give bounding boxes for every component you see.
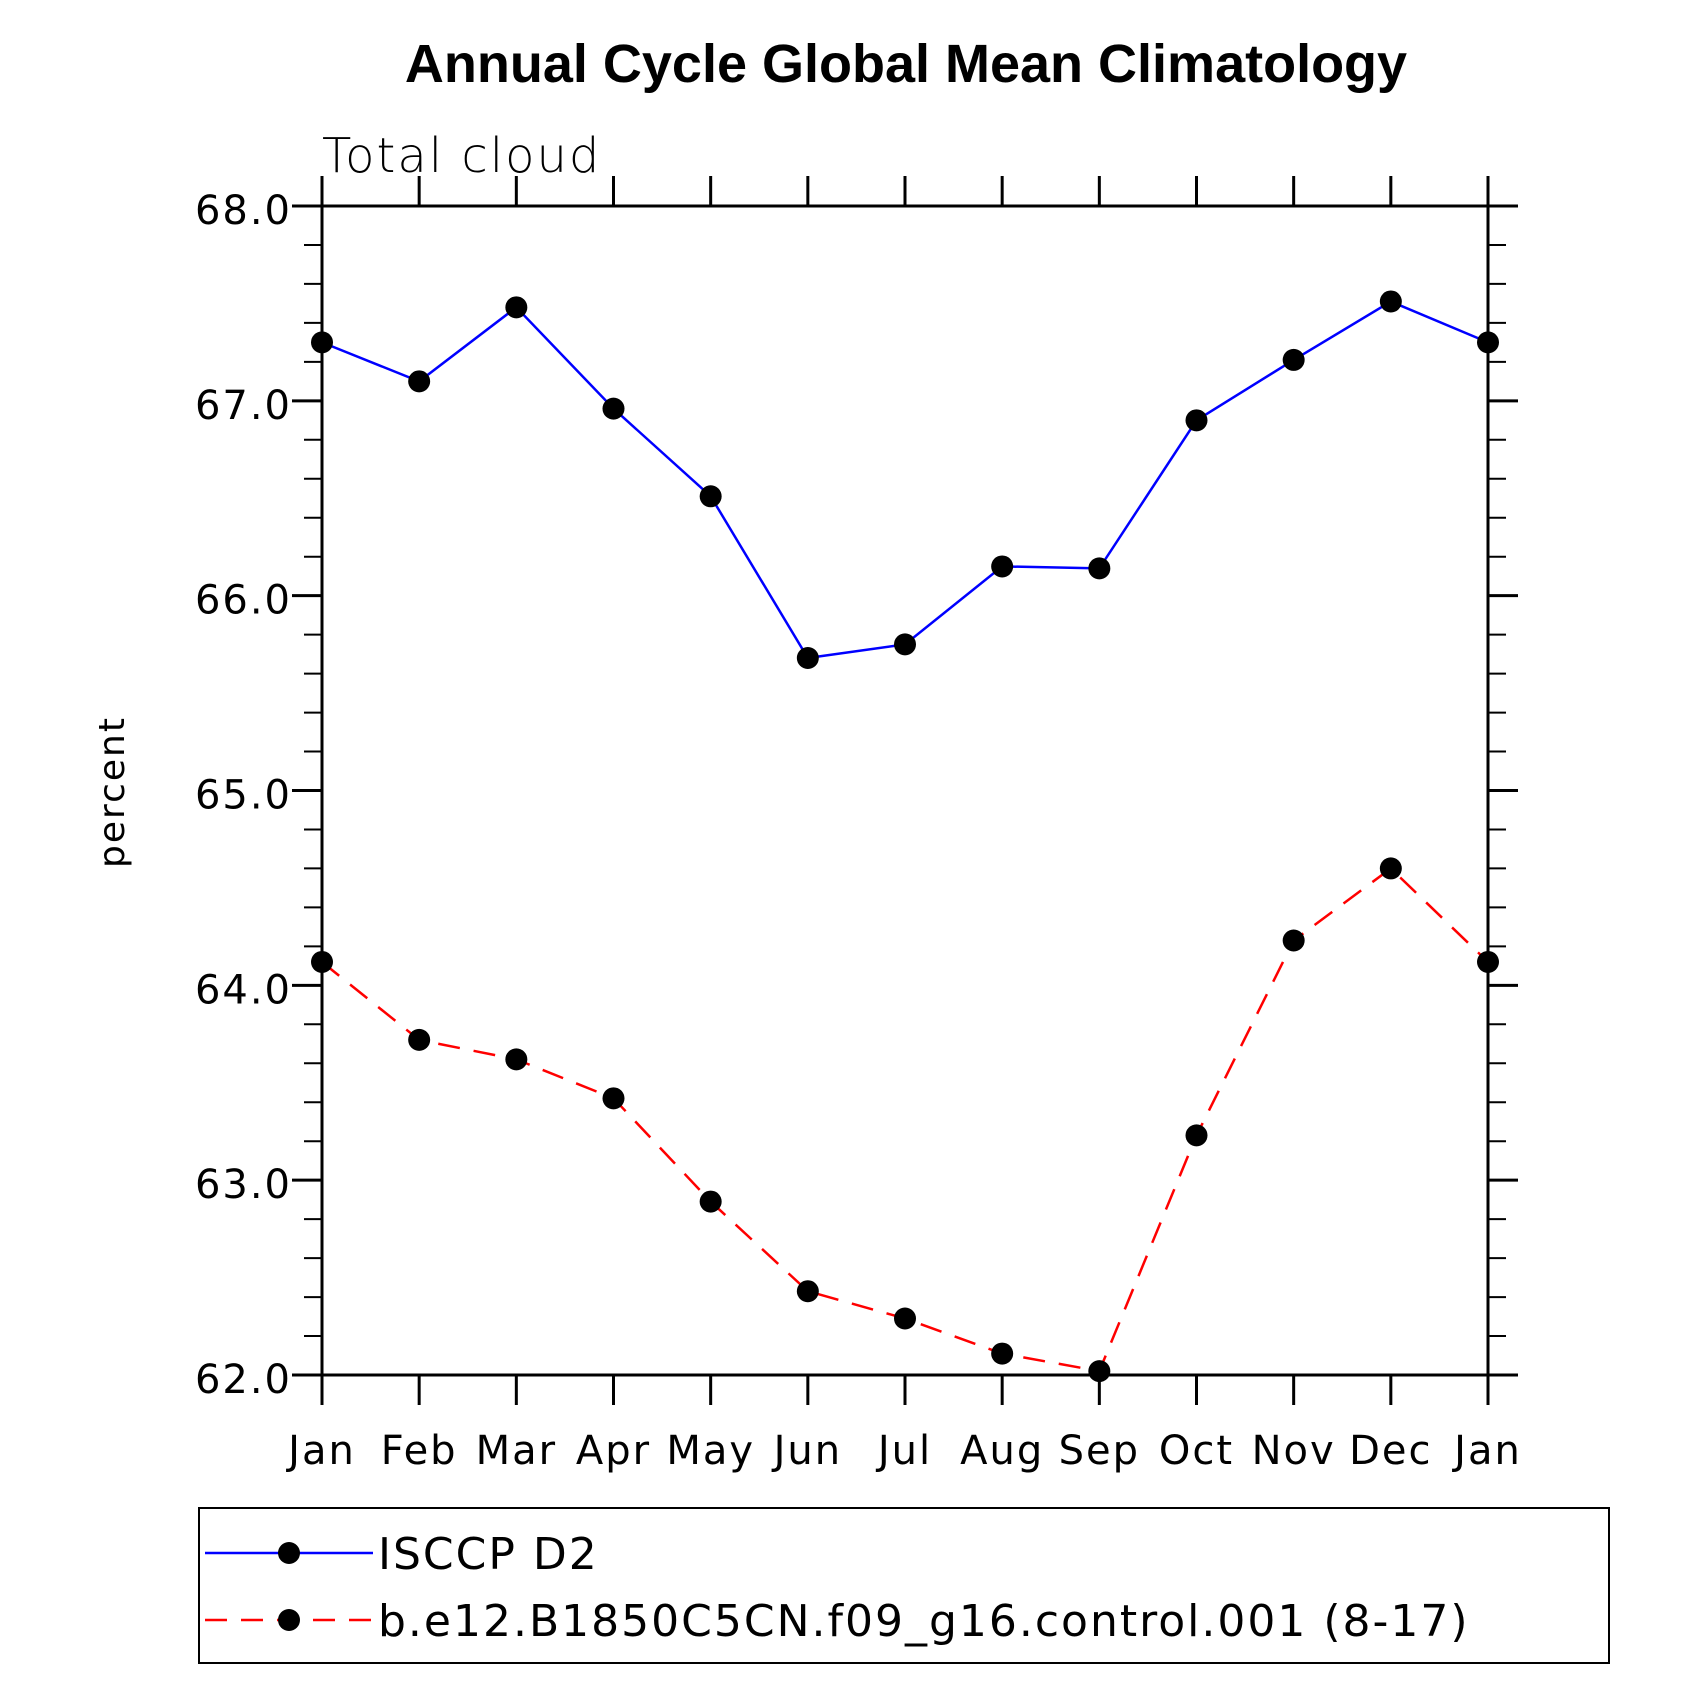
x-tick-label: Sep	[1059, 1428, 1140, 1474]
y-tick-label: 68.0	[195, 188, 292, 234]
y-tick-label: 63.0	[195, 1162, 292, 1208]
series-1-point	[894, 633, 916, 656]
series-1-point	[602, 397, 625, 420]
series-1-point	[991, 555, 1014, 578]
x-tick-label: May	[666, 1428, 755, 1474]
legend-label-2: b.e12.B1850C5CN.f09_g16.control.001 (8-1…	[378, 1596, 1470, 1647]
series-2-point	[991, 1342, 1014, 1365]
series-2-point	[1088, 1360, 1111, 1383]
axis-ticks: Jan Feb Mar Apr May Jun Jul Aug Sep Oct Nov Dec Jan 6…	[195, 176, 1522, 1474]
x-tick-label: Jul	[875, 1428, 932, 1474]
legend-label-1: ISCCP D2	[378, 1529, 599, 1580]
series-2-point	[505, 1048, 528, 1071]
x-tick-label: Jan	[285, 1428, 356, 1474]
series-1-point	[699, 485, 722, 508]
series-1-point	[505, 296, 528, 319]
series-1-point	[1088, 557, 1111, 580]
series-2-point	[1477, 950, 1499, 973]
series-1-point	[1282, 348, 1305, 371]
series-2-point	[1185, 1124, 1208, 1147]
x-tick-label: Mar	[476, 1428, 557, 1474]
x-tick-label: Jun	[771, 1428, 843, 1474]
x-tick-label: Feb	[381, 1428, 458, 1474]
series-2-point	[602, 1087, 625, 1110]
legend: ISCCP D2 b.e12.B1850C5CN.f09_g16.control.…	[198, 1507, 1610, 1664]
legend-marker-2	[278, 1609, 300, 1631]
series-line-1	[321, 300, 1489, 660]
series-2-point	[311, 950, 333, 973]
legend-box	[198, 1507, 1610, 1664]
series-1-point	[796, 647, 819, 670]
plot-frame	[320, 204, 1490, 1377]
x-tick-label: Dec	[1349, 1428, 1432, 1474]
series-line-2	[321, 866, 1489, 1373]
y-tick-label: 67.0	[195, 383, 292, 429]
x-tick-label: Aug	[960, 1428, 1044, 1474]
series-2-point	[699, 1190, 722, 1213]
chart-subtitle: Total cloud	[322, 128, 601, 184]
series-2-point	[796, 1280, 819, 1303]
series-1-point	[1185, 409, 1208, 432]
series-1-point	[1477, 331, 1499, 354]
x-tick-label: Apr	[576, 1428, 651, 1474]
x-tick-label: Nov	[1252, 1428, 1336, 1474]
y-tick-label: 62.0	[195, 1357, 292, 1403]
series-1-point	[408, 370, 431, 393]
legend-marker-1	[278, 1542, 300, 1564]
y-tick-label: 65.0	[195, 773, 292, 819]
chart-title: Annual Cycle Global Mean Climatology	[405, 34, 1407, 94]
series-1-point	[1379, 290, 1402, 313]
series-layer	[311, 290, 1499, 1383]
series-2-point	[1282, 929, 1305, 952]
series-2-point	[894, 1307, 916, 1330]
y-tick-label: 66.0	[195, 578, 292, 624]
series-2-point	[408, 1028, 431, 1051]
series-1-point	[311, 331, 333, 354]
series-2-point	[1379, 857, 1402, 880]
x-tick-label: Oct	[1159, 1428, 1234, 1474]
y-tick-label: 64.0	[195, 967, 292, 1013]
y-axis-label: percent	[92, 716, 133, 868]
x-tick-label: Jan	[1451, 1428, 1522, 1474]
